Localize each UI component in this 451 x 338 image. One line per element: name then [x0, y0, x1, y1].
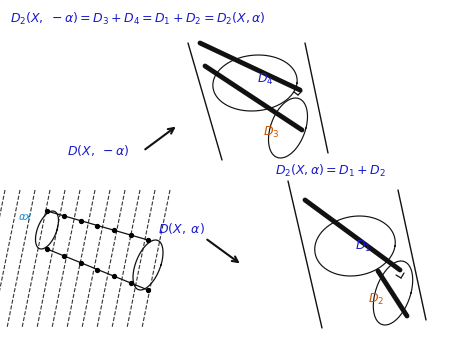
Text: $D(X,\;\alpha)$: $D(X,\;\alpha)$: [158, 221, 204, 236]
Text: $D_3$: $D_3$: [262, 125, 279, 140]
Text: $D_2$: $D_2$: [367, 292, 383, 307]
Text: $D_4$: $D_4$: [257, 72, 273, 87]
Text: $D(X,\;-\alpha)$: $D(X,\;-\alpha)$: [67, 143, 129, 158]
Text: $\alpha x$: $\alpha x$: [18, 212, 33, 222]
Text: $D_2(X,\;-\alpha) = D_3 + D_4 = D_1 + D_2 = D_2(X,\alpha)$: $D_2(X,\;-\alpha) = D_3 + D_4 = D_1 + D_…: [10, 11, 265, 27]
Text: $D_2(X,\alpha) = D_1 + D_2$: $D_2(X,\alpha) = D_1 + D_2$: [274, 163, 385, 179]
Text: $D_1$: $D_1$: [354, 239, 371, 254]
